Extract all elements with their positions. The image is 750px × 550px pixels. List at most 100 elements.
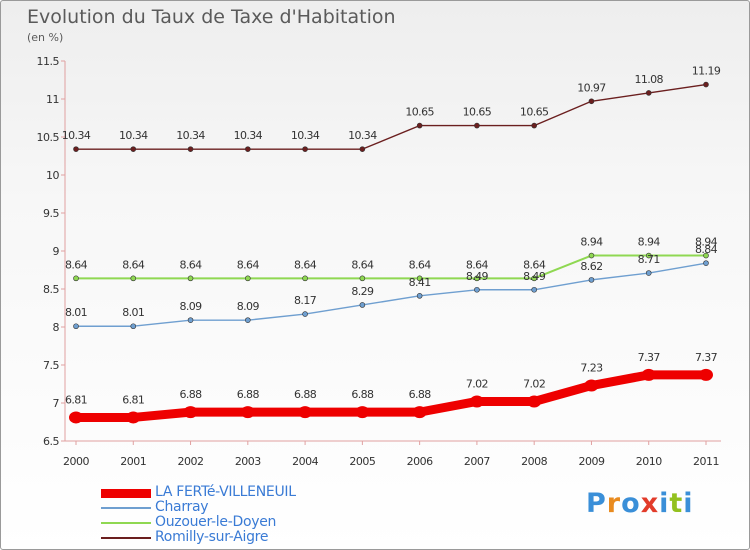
data-point xyxy=(531,275,537,282)
data-point xyxy=(73,323,79,330)
data-point xyxy=(355,406,370,419)
x-tick-label: 2006 xyxy=(407,455,433,468)
data-point xyxy=(699,368,713,381)
data-point xyxy=(527,395,542,408)
data-point xyxy=(474,122,480,129)
data-label: 8.64 xyxy=(466,258,489,271)
x-tick-label: 2007 xyxy=(464,455,490,468)
logo-letter: P xyxy=(586,488,607,519)
data-point xyxy=(645,90,652,96)
data-point xyxy=(73,275,79,282)
data-point xyxy=(187,275,194,282)
data-point xyxy=(130,146,137,152)
data-label: 8.94 xyxy=(638,236,661,249)
chart-subtitle: (en %) xyxy=(27,31,64,44)
data-label: 10.34 xyxy=(348,129,377,142)
legend-swatch xyxy=(101,522,151,524)
x-tick-label: 2003 xyxy=(235,455,261,468)
data-label: 7.02 xyxy=(523,377,545,390)
data-label: 7.23 xyxy=(580,362,603,375)
data-point xyxy=(245,146,251,152)
data-point xyxy=(703,252,709,259)
data-label: 8.01 xyxy=(122,306,144,319)
data-label: 11.19 xyxy=(692,65,721,78)
data-point xyxy=(245,275,251,282)
data-point xyxy=(474,275,480,282)
data-label: 10.34 xyxy=(291,129,320,142)
data-point xyxy=(130,323,137,330)
chart-title: Evolution du Taux de Taxe d'Habitation xyxy=(27,6,396,28)
series-line xyxy=(75,83,707,150)
data-label: 8.64 xyxy=(351,258,374,271)
legend-label: Ouzouer-le-Doyen xyxy=(155,514,277,530)
data-label: 8.09 xyxy=(179,300,202,313)
logo-letter: i xyxy=(683,488,694,519)
legend-swatch xyxy=(101,507,151,509)
logo-letter: i xyxy=(659,488,670,519)
data-label: 6.81 xyxy=(122,393,144,406)
logo-letter: x xyxy=(640,488,660,519)
data-label: 6.88 xyxy=(179,388,202,401)
data-label: 8.64 xyxy=(237,258,260,271)
data-point xyxy=(469,395,484,408)
data-label: 8.64 xyxy=(179,258,202,271)
data-point xyxy=(359,146,366,152)
data-label: 8.64 xyxy=(65,258,88,271)
data-point xyxy=(245,317,251,323)
x-tick-label: 2005 xyxy=(349,455,375,468)
data-label: 8.09 xyxy=(237,300,260,313)
data-point xyxy=(703,260,709,266)
legend-label: LA FERTé-VILLENEUIL xyxy=(155,484,296,500)
data-point xyxy=(359,275,366,282)
data-label: 8.64 xyxy=(409,258,432,271)
data-point xyxy=(187,317,194,323)
series-line xyxy=(71,370,711,422)
data-label: 6.88 xyxy=(237,388,260,401)
data-point xyxy=(588,98,595,105)
y-tick-label: 11.5 xyxy=(37,55,60,68)
logo-letter: o xyxy=(621,488,641,519)
y-tick-label: 8 xyxy=(53,321,60,334)
legend-label: Charray xyxy=(155,499,209,515)
data-point xyxy=(588,277,595,283)
data-point xyxy=(73,146,79,152)
data-label: 7.37 xyxy=(638,351,661,364)
data-label: 10.65 xyxy=(520,106,549,119)
data-point xyxy=(588,252,595,259)
data-point xyxy=(531,286,537,293)
data-point xyxy=(183,406,198,419)
data-label: 8.49 xyxy=(466,270,489,283)
logo-letter: r xyxy=(606,488,622,519)
data-label: 6.88 xyxy=(409,388,432,401)
y-tick-label: 6.5 xyxy=(43,435,59,448)
x-tick-label: 2009 xyxy=(578,455,604,468)
data-label: 10.65 xyxy=(463,106,492,119)
data-point xyxy=(298,406,313,419)
data-label: 8.94 xyxy=(580,236,603,249)
data-label: 8.41 xyxy=(409,276,431,289)
data-label: 7.37 xyxy=(695,351,718,364)
data-label: 8.94 xyxy=(695,236,718,249)
data-point xyxy=(531,122,537,129)
data-point xyxy=(187,146,194,152)
data-label: 10.34 xyxy=(234,129,263,142)
y-tick-label: 10 xyxy=(46,169,59,182)
data-label: 10.65 xyxy=(405,106,434,119)
x-tick-label: 2001 xyxy=(120,455,146,468)
data-point xyxy=(69,411,83,424)
data-label: 8.49 xyxy=(523,270,546,283)
x-tick-label: 2008 xyxy=(521,455,547,468)
data-label: 10.97 xyxy=(577,81,606,94)
x-tick-label: 2010 xyxy=(636,455,662,468)
data-label: 11.08 xyxy=(634,73,663,86)
data-label: 10.34 xyxy=(176,129,205,142)
data-label: 6.88 xyxy=(294,388,317,401)
data-label: 8.71 xyxy=(638,253,660,266)
y-tick-label: 7.5 xyxy=(43,359,59,372)
data-label: 10.34 xyxy=(119,129,148,142)
x-tick-label: 2011 xyxy=(693,455,719,468)
y-tick-label: 8.5 xyxy=(43,283,59,296)
data-point xyxy=(240,406,255,419)
data-point xyxy=(645,252,652,259)
